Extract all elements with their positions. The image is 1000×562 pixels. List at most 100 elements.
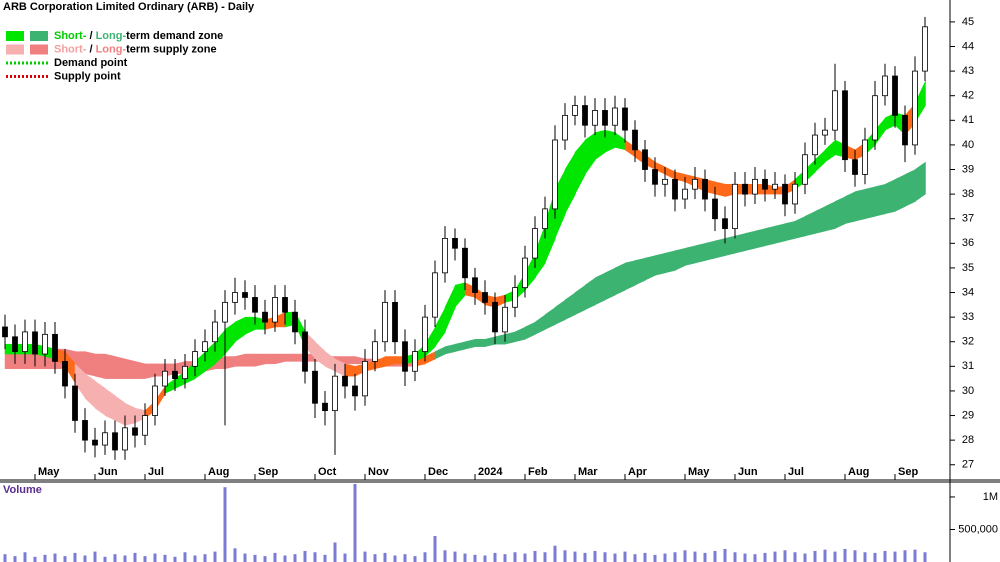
- long-term-zone: [634, 257, 646, 286]
- x-tick-label: Mar: [578, 466, 598, 478]
- candle-body: [702, 178, 708, 200]
- volume-bar: [23, 552, 27, 562]
- candle-body: [342, 375, 348, 387]
- volume-bar: [443, 550, 447, 562]
- long-term-zone: [564, 292, 576, 320]
- volume-bar: [73, 552, 77, 562]
- candle-body: [712, 198, 718, 220]
- x-tick-label: 2024: [478, 466, 503, 478]
- long-term-zone: [724, 235, 736, 256]
- long-term-zone: [904, 169, 916, 207]
- candle-body: [142, 415, 148, 436]
- candle-body: [362, 361, 368, 397]
- long-term-zone: [554, 299, 566, 325]
- volume-bar: [203, 554, 207, 562]
- long-term-zone: [464, 338, 476, 350]
- candle-body: [752, 178, 758, 195]
- candle-body: [352, 385, 358, 397]
- long-term-zone: [584, 277, 596, 311]
- short-term-zone: [444, 285, 456, 332]
- volume-bar: [63, 556, 67, 562]
- candle-body: [862, 139, 868, 175]
- volume-bar: [823, 549, 827, 562]
- long-term-zone: [824, 201, 836, 232]
- candle-body: [372, 341, 378, 362]
- candle-body: [592, 110, 598, 126]
- volume-bar: [653, 554, 657, 562]
- candle-body: [762, 178, 768, 190]
- long-term-zone: [894, 174, 906, 212]
- long-term-zone: [714, 238, 726, 259]
- candle-body: [832, 90, 838, 131]
- y-tick-label: 43: [962, 65, 974, 77]
- volume-bar: [523, 553, 527, 562]
- volume-bar: [503, 554, 507, 562]
- short-term-zone: [564, 151, 576, 214]
- short-term-zone: [224, 321, 236, 355]
- x-tick-label: Aug: [848, 466, 869, 478]
- short-term-zone: [454, 282, 466, 308]
- long-term-zone: [704, 240, 716, 261]
- candle-body: [642, 149, 648, 170]
- candle-body: [802, 154, 808, 185]
- candle-body: [202, 341, 208, 352]
- volume-bar: [103, 556, 107, 562]
- candle-body: [12, 336, 18, 352]
- long-term-zone: [684, 245, 696, 266]
- candle-body: [422, 316, 428, 352]
- long-term-zone: [624, 260, 636, 291]
- y-tick-label: 42: [962, 90, 974, 102]
- candle-body: [72, 385, 78, 421]
- candle-body: [462, 247, 468, 279]
- long-term-zone: [614, 262, 626, 296]
- y-tick-label: 34: [962, 286, 974, 298]
- candle-body: [532, 228, 538, 259]
- candle-body: [452, 238, 458, 249]
- legend-text: Short- / Long-term demand zone: [54, 30, 223, 42]
- short-term-zone: [234, 316, 246, 343]
- y-tick-label: 45: [962, 16, 974, 28]
- volume-label: Volume: [3, 484, 42, 496]
- volume-bar: [613, 553, 617, 562]
- volume-bar: [263, 556, 267, 562]
- volume-bar: [133, 552, 137, 562]
- short-term-zone: [594, 129, 606, 161]
- long-term-zone: [494, 334, 506, 345]
- candle-body: [432, 272, 438, 318]
- candle-body: [282, 297, 288, 313]
- y-tick-label: 29: [962, 409, 974, 421]
- volume-bar: [703, 552, 707, 562]
- volume-bar: [183, 552, 187, 562]
- legend-text-part: Short-: [54, 43, 87, 55]
- volume-bar: [593, 550, 597, 562]
- x-tick-label: Jun: [98, 466, 118, 478]
- volume-panel: [3, 483, 927, 562]
- candle-body: [652, 169, 658, 185]
- volume-bar: [3, 554, 7, 562]
- volume-bar: [193, 555, 197, 562]
- candle-body: [302, 331, 308, 372]
- y-tick-label: 500,000: [958, 523, 998, 535]
- volume-bar: [293, 554, 297, 562]
- long-term-zone: [814, 206, 826, 234]
- candle-body: [792, 183, 798, 205]
- y-tick-label: 30: [962, 385, 974, 397]
- candle-body: [472, 277, 478, 293]
- short-term-zone: [434, 307, 446, 348]
- long-term-zone: [454, 341, 466, 352]
- x-tick-label: Nov: [368, 466, 390, 478]
- volume-bar: [623, 551, 627, 562]
- long-term-zone: [264, 353, 276, 365]
- volume-bar: [153, 553, 157, 562]
- volume-bar: [923, 552, 927, 562]
- long-term-zone: [644, 255, 656, 281]
- volume-bar: [493, 552, 497, 562]
- long-term-zone: [594, 272, 606, 306]
- long-term-zone: [694, 243, 706, 264]
- volume-bar: [473, 554, 477, 562]
- candle-body: [682, 188, 688, 200]
- volume-bar: [553, 545, 557, 562]
- volume-bar: [533, 550, 537, 562]
- x-tick-label: Sep: [258, 466, 278, 478]
